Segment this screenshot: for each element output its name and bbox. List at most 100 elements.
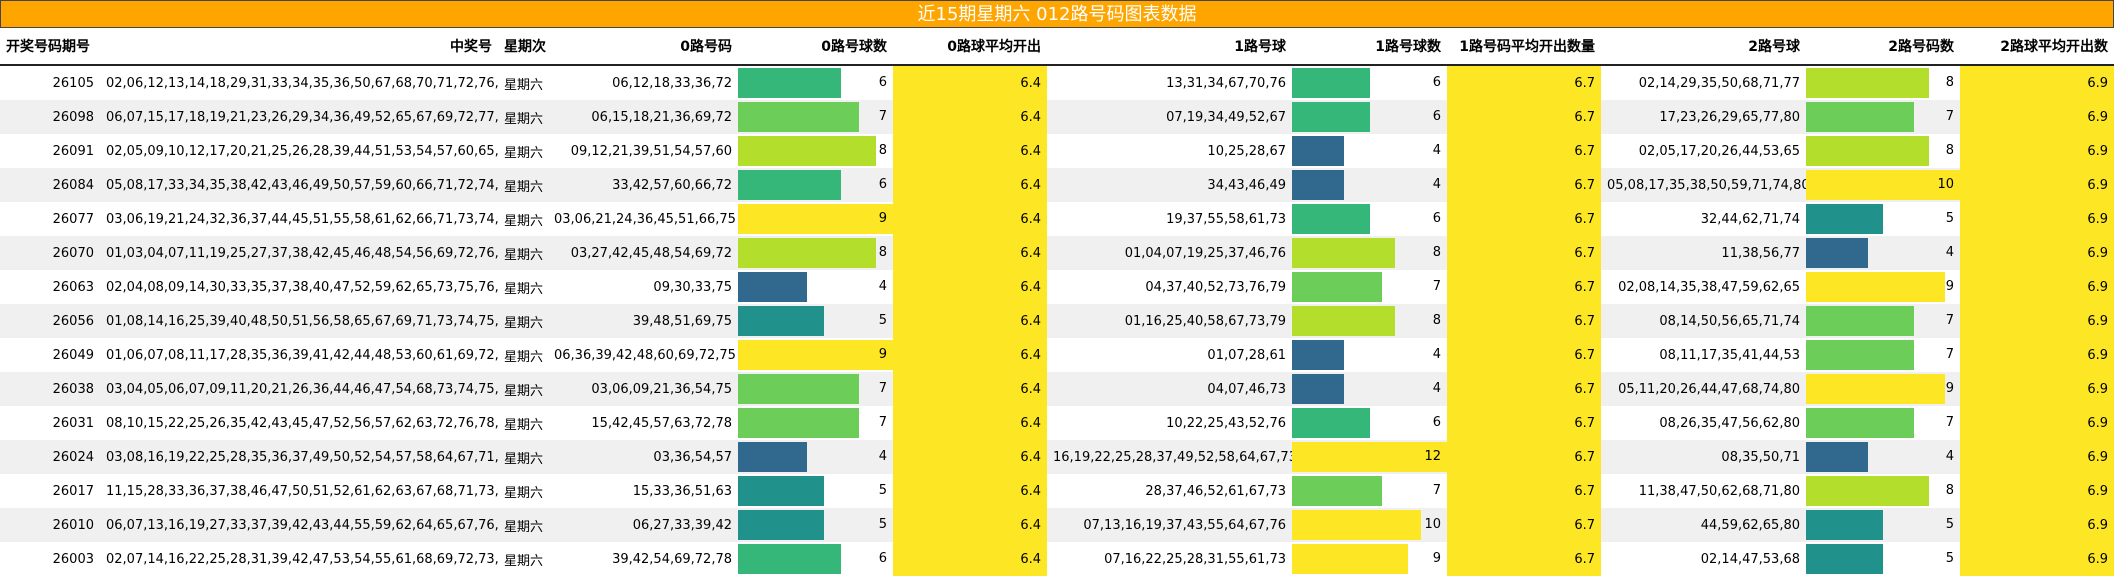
two-count-cell: 8	[1806, 474, 1960, 508]
two-count-cell: 5	[1806, 508, 1960, 542]
one-route-avg: 6.7	[1447, 65, 1601, 100]
two-route-numbers: 11,38,47,50,62,68,71,80	[1601, 474, 1806, 508]
weekday: 星期六	[498, 236, 548, 270]
zero-route-numbers: 39,42,54,69,72,78	[548, 542, 738, 576]
winning-numbers: 06,07,15,17,18,19,21,23,26,29,34,36,49,5…	[100, 100, 498, 134]
two-count-bar	[1806, 408, 1914, 438]
two-route-avg: 6.9	[1960, 304, 2114, 338]
zero-count-value: 5	[878, 313, 887, 328]
two-count-value: 8	[1945, 75, 1954, 90]
zero-count-cell: 8	[738, 134, 893, 168]
zero-count-bar	[738, 204, 893, 234]
zero-count-cell: 7	[738, 100, 893, 134]
zero-route-avg: 6.4	[893, 372, 1047, 406]
table-row: 26077 03,06,19,21,24,32,36,37,44,45,51,55…	[0, 202, 2114, 236]
zero-count-bar	[738, 272, 807, 302]
one-route-avg: 6.7	[1447, 508, 1601, 542]
zero-route-numbers: 09,30,33,75	[548, 270, 738, 304]
one-route-avg: 6.7	[1447, 270, 1601, 304]
zero-route-numbers: 33,42,57,60,66,72	[548, 168, 738, 202]
two-count-value: 4	[1945, 449, 1954, 464]
one-count-cell: 4	[1292, 338, 1447, 372]
zero-count-value: 5	[878, 517, 887, 532]
two-count-value: 7	[1945, 415, 1954, 430]
one-count-cell: 7	[1292, 270, 1447, 304]
header-row: 开奖号码期号 中奖号 星期次 0路号码 0路号球数 0路球平均开出 1路号球 1…	[0, 28, 2114, 66]
issue-id: 26098	[0, 100, 100, 134]
two-count-bar	[1806, 476, 1929, 506]
two-route-numbers: 05,11,20,26,44,47,68,74,80	[1601, 372, 1806, 406]
two-count-bar	[1806, 238, 1868, 268]
zero-route-avg: 6.4	[893, 100, 1047, 134]
zero-route-numbers: 09,12,21,39,51,54,57,60	[548, 134, 738, 168]
winning-numbers: 03,06,19,21,24,32,36,37,44,45,51,55,58,6…	[100, 202, 498, 236]
zero-route-numbers: 03,27,42,45,48,54,69,72	[548, 236, 738, 270]
two-route-avg: 6.9	[1960, 202, 2114, 236]
issue-id: 26017	[0, 474, 100, 508]
zero-count-cell: 4	[738, 270, 893, 304]
two-route-avg: 6.9	[1960, 168, 2114, 202]
zero-route-numbers: 06,27,33,39,42	[548, 508, 738, 542]
table-row: 26091 02,05,09,10,12,17,20,21,25,26,28,39…	[0, 134, 2114, 168]
two-count-value: 8	[1945, 483, 1954, 498]
two-route-avg: 6.9	[1960, 65, 2114, 100]
weekday: 星期六	[498, 168, 548, 202]
weekday: 星期六	[498, 65, 548, 100]
zero-route-avg: 6.4	[893, 508, 1047, 542]
one-count-value: 4	[1432, 177, 1441, 192]
two-count-cell: 4	[1806, 440, 1960, 474]
col-header-two-count: 2路号码数	[1806, 28, 1960, 66]
two-count-bar	[1806, 306, 1914, 336]
zero-count-bar	[738, 476, 824, 506]
two-route-numbers: 11,38,56,77	[1601, 236, 1806, 270]
two-route-avg: 6.9	[1960, 100, 2114, 134]
zero-count-cell: 4	[738, 440, 893, 474]
one-route-avg: 6.7	[1447, 236, 1601, 270]
data-table: 开奖号码期号 中奖号 星期次 0路号码 0路号球数 0路球平均开出 1路号球 1…	[0, 28, 2114, 576]
one-route-numbers: 01,07,28,61	[1047, 338, 1292, 372]
zero-count-bar	[738, 102, 859, 132]
table-row: 26031 08,10,15,22,25,26,35,42,43,45,47,52…	[0, 406, 2114, 440]
two-count-cell: 7	[1806, 406, 1960, 440]
zero-count-cell: 7	[738, 372, 893, 406]
one-count-cell: 6	[1292, 406, 1447, 440]
one-route-avg: 6.7	[1447, 100, 1601, 134]
zero-route-avg: 6.4	[893, 440, 1047, 474]
one-route-numbers: 19,37,55,58,61,73	[1047, 202, 1292, 236]
weekday: 星期六	[498, 134, 548, 168]
issue-id: 26024	[0, 440, 100, 474]
zero-route-avg: 6.4	[893, 270, 1047, 304]
winning-numbers: 05,08,17,33,34,35,38,42,43,46,49,50,57,5…	[100, 168, 498, 202]
one-count-value: 8	[1432, 245, 1441, 260]
zero-count-value: 9	[878, 211, 887, 226]
winning-numbers: 03,08,16,19,22,25,28,35,36,37,49,50,52,5…	[100, 440, 498, 474]
two-count-bar	[1806, 544, 1883, 574]
zero-count-bar	[738, 238, 876, 268]
one-count-bar	[1292, 340, 1344, 370]
two-count-cell: 10	[1806, 168, 1960, 202]
col-header-weekday: 星期次	[498, 28, 548, 66]
winning-numbers: 01,03,04,07,11,19,25,27,37,38,42,45,46,4…	[100, 236, 498, 270]
two-count-cell: 4	[1806, 236, 1960, 270]
one-count-value: 10	[1424, 517, 1441, 532]
one-count-cell: 6	[1292, 202, 1447, 236]
two-count-value: 7	[1945, 109, 1954, 124]
two-route-numbers: 02,14,47,53,68	[1601, 542, 1806, 576]
zero-route-numbers: 03,36,54,57	[548, 440, 738, 474]
one-count-bar	[1292, 476, 1382, 506]
issue-id: 26038	[0, 372, 100, 406]
two-count-cell: 7	[1806, 100, 1960, 134]
issue-id: 26010	[0, 508, 100, 542]
two-route-avg: 6.9	[1960, 270, 2114, 304]
issue-id: 26105	[0, 65, 100, 100]
one-count-bar	[1292, 238, 1395, 268]
one-route-numbers: 16,19,22,25,28,37,49,52,58,64,67,73	[1047, 440, 1292, 474]
one-route-numbers: 07,13,16,19,37,43,55,64,67,76	[1047, 508, 1292, 542]
two-count-cell: 8	[1806, 65, 1960, 100]
one-route-numbers: 01,16,25,40,58,67,73,79	[1047, 304, 1292, 338]
winning-numbers: 01,06,07,08,11,17,28,35,36,39,41,42,44,4…	[100, 338, 498, 372]
one-route-numbers: 07,19,34,49,52,67	[1047, 100, 1292, 134]
one-count-cell: 8	[1292, 236, 1447, 270]
two-count-cell: 5	[1806, 202, 1960, 236]
winning-numbers: 01,08,14,16,25,39,40,48,50,51,56,58,65,6…	[100, 304, 498, 338]
